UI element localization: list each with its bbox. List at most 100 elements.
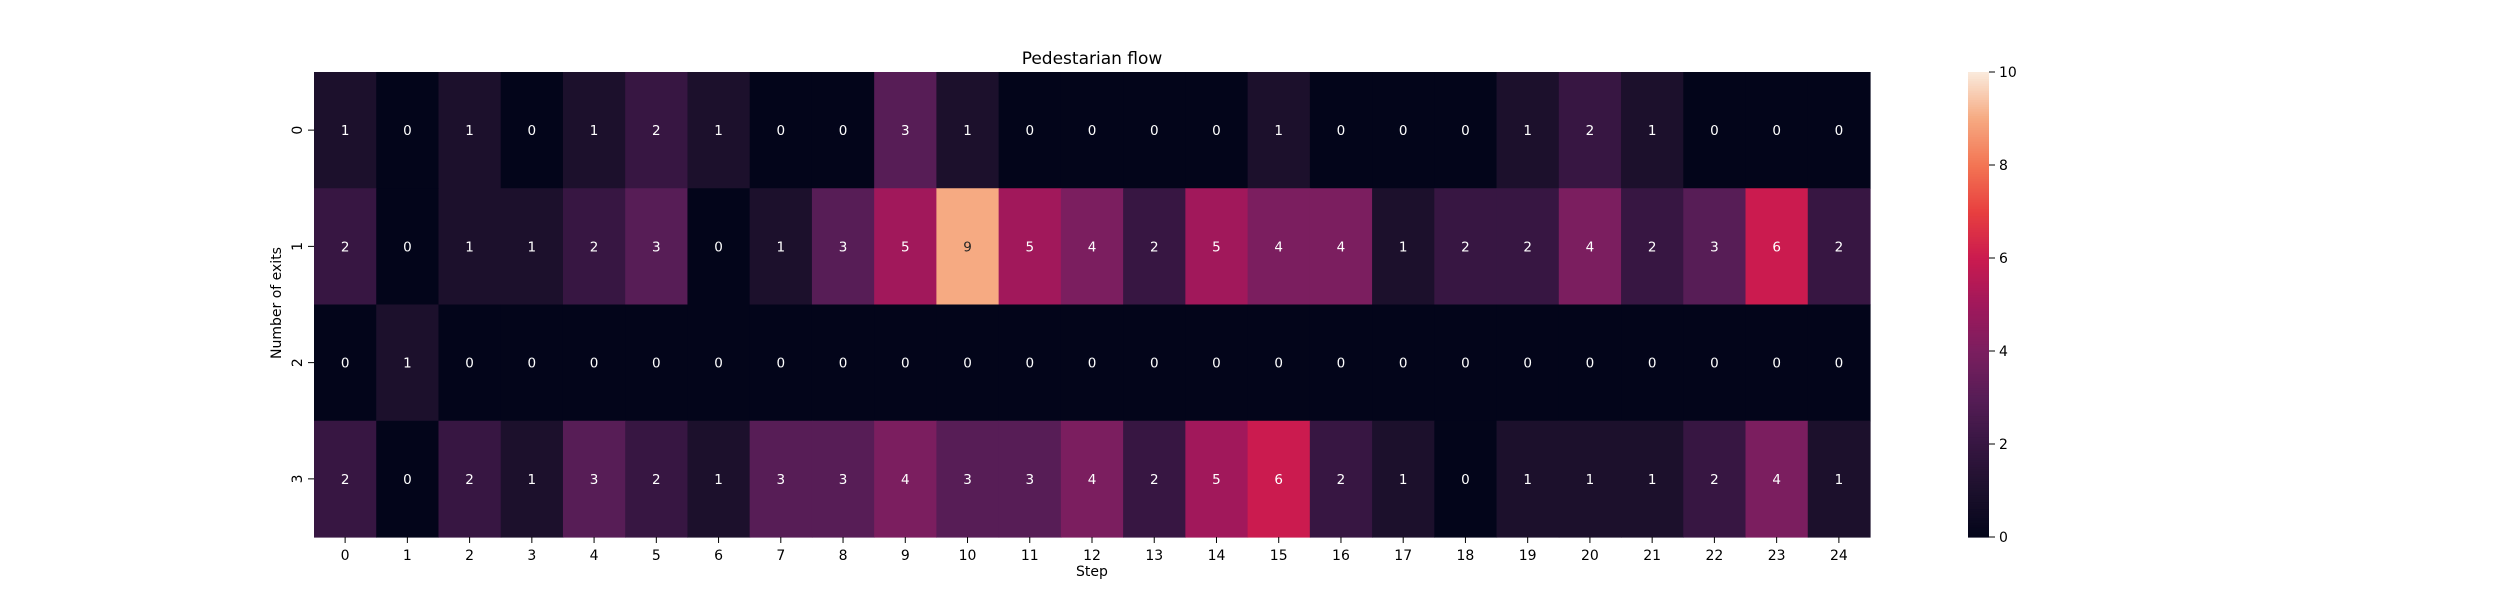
colorbar-segment	[1968, 253, 1989, 257]
colorbar-segment	[1968, 437, 1989, 440]
heatmap-cell-r0-c23	[1745, 72, 1809, 189]
heatmap-cell-r2-c18	[1434, 304, 1498, 422]
heatmap-cell-r2-c19	[1496, 304, 1560, 422]
cell-value-label-r2-c12: 0	[1088, 356, 1097, 372]
cell-value-label-r2-c20: 0	[1586, 356, 1595, 372]
heatmap-cell-r1-c19	[1496, 188, 1560, 306]
colorbar-segment	[1968, 111, 1989, 115]
heatmap-cell-r3-c1	[376, 420, 440, 538]
heatmap-cell-r3-c14	[1185, 420, 1249, 538]
cell-value-label-r1-c3: 1	[528, 239, 537, 255]
heatmap-cell-r0-c12	[1060, 72, 1124, 189]
colorbar-tick-label-5: 10	[1999, 65, 2017, 81]
heatmap-cell-r1-c4	[562, 188, 626, 306]
cell-value-label-r2-c15: 0	[1274, 356, 1283, 372]
x-tick-label-6: 6	[714, 548, 723, 564]
colorbar-segment	[1968, 132, 1989, 136]
heatmap-cell-r0-c24	[1807, 72, 1871, 189]
heatmap-cell-r3-c21	[1621, 420, 1684, 538]
cell-value-label-r3-c0: 2	[341, 472, 350, 488]
colorbar-segment	[1968, 357, 1989, 361]
colorbar-segment	[1968, 276, 1989, 280]
colorbar-segment	[1968, 460, 1989, 464]
colorbar-segment	[1968, 81, 1989, 85]
x-axis-ticks: 0 1 2 3 4 5 6 7 8 9 10 11 12 13 14 15 16 17 18 19 20 21 22 23 24	[341, 537, 1848, 564]
colorbar-segment	[1968, 497, 1989, 501]
heatmap-cell-r1-c10	[936, 188, 1000, 306]
colorbar-segment	[1968, 532, 1989, 536]
colorbar-segment	[1968, 220, 1989, 224]
x-tick-label-15: 15	[1270, 548, 1288, 564]
cell-value-label-r0-c1: 0	[403, 123, 412, 139]
cell-value-label-r1-c5: 3	[652, 239, 661, 255]
cell-value-label-r3-c18: 0	[1461, 472, 1470, 488]
colorbar-segment	[1968, 88, 1989, 92]
x-tick-label-20: 20	[1581, 548, 1599, 564]
heatmap-cell-r1-c3	[500, 188, 564, 306]
cell-value-label-r0-c24: 0	[1835, 123, 1844, 139]
cell-value-label-r1-c19: 2	[1523, 239, 1532, 255]
heatmap-cell-r2-c6	[687, 304, 751, 422]
cell-value-label-r0-c5: 2	[652, 123, 661, 139]
heatmap-cell-r3-c3	[500, 420, 564, 538]
colorbar-tick-label-3: 6	[1999, 251, 2008, 267]
cell-value-label-r2-c5: 0	[652, 356, 661, 372]
colorbar-segment	[1968, 97, 1989, 101]
cell-value-label-r0-c23: 0	[1772, 123, 1781, 139]
cell-value-label-r3-c3: 1	[528, 472, 537, 488]
cell-value-label-r2-c4: 0	[590, 356, 599, 372]
x-tick-label-0: 0	[341, 548, 350, 564]
cell-value-label-r0-c9: 3	[901, 123, 910, 139]
heatmap-cell-r2-c2	[438, 304, 502, 422]
colorbar-segment	[1968, 353, 1989, 357]
colorbar-tick-label-2: 4	[1999, 344, 2008, 360]
colorbar-segment	[1968, 134, 1989, 138]
x-tick-label-14: 14	[1208, 548, 1226, 564]
colorbar-segment	[1968, 102, 1989, 106]
colorbar-segment	[1968, 230, 1989, 234]
colorbar-segment	[1968, 174, 1989, 178]
heatmap-cell-r0-c16	[1309, 72, 1373, 189]
colorbar-segment	[1968, 99, 1989, 103]
heatmap-cell-r1-c15	[1247, 188, 1311, 306]
x-tick-label-9: 9	[901, 548, 910, 564]
colorbar-segment	[1968, 395, 1989, 399]
cell-value-label-r0-c13: 0	[1150, 123, 1159, 139]
colorbar-segment	[1968, 306, 1989, 310]
colorbar-segment	[1968, 95, 1989, 99]
cell-value-label-r2-c3: 0	[528, 356, 537, 372]
heatmap-cell-r0-c11	[998, 72, 1062, 189]
colorbar-segment	[1968, 448, 1989, 452]
heatmap-cell-r0-c10	[936, 72, 1000, 189]
colorbar-segment	[1968, 385, 1989, 389]
y-tick-label-3: 3	[290, 474, 306, 483]
heatmap-cell-r3-c5	[625, 420, 689, 538]
cell-value-label-r2-c11: 0	[1025, 356, 1034, 372]
colorbar-segment	[1968, 399, 1989, 403]
colorbar-segment	[1968, 148, 1989, 152]
heatmap-cell-r3-c0	[314, 420, 377, 538]
cell-value-label-r0-c3: 0	[528, 123, 537, 139]
colorbar-segment	[1968, 223, 1989, 227]
colorbar-segment	[1968, 469, 1989, 473]
colorbar-segment	[1968, 483, 1989, 487]
heatmap-cell-r1-c23	[1745, 188, 1809, 306]
colorbar-segment	[1968, 199, 1989, 203]
colorbar-segment	[1968, 281, 1989, 285]
cell-value-label-r1-c23: 6	[1772, 239, 1781, 255]
colorbar-segment	[1968, 371, 1989, 375]
colorbar-segment	[1968, 160, 1989, 164]
colorbar-segment	[1968, 327, 1989, 331]
colorbar-segment	[1968, 304, 1989, 308]
cell-value-label-r1-c16: 4	[1337, 239, 1346, 255]
heatmap-cell-r1-c0	[314, 188, 377, 306]
colorbar-segment	[1968, 323, 1989, 327]
heatmap-cell-r2-c0	[314, 304, 377, 422]
colorbar-segment	[1968, 348, 1989, 352]
colorbar-segment	[1968, 241, 1989, 245]
heatmap-cell-r2-c21	[1621, 304, 1684, 422]
colorbar-segment	[1968, 332, 1989, 336]
cell-value-label-r0-c14: 0	[1212, 123, 1221, 139]
colorbar-segment	[1968, 413, 1989, 417]
heatmap-cell-r3-c7	[749, 420, 813, 538]
